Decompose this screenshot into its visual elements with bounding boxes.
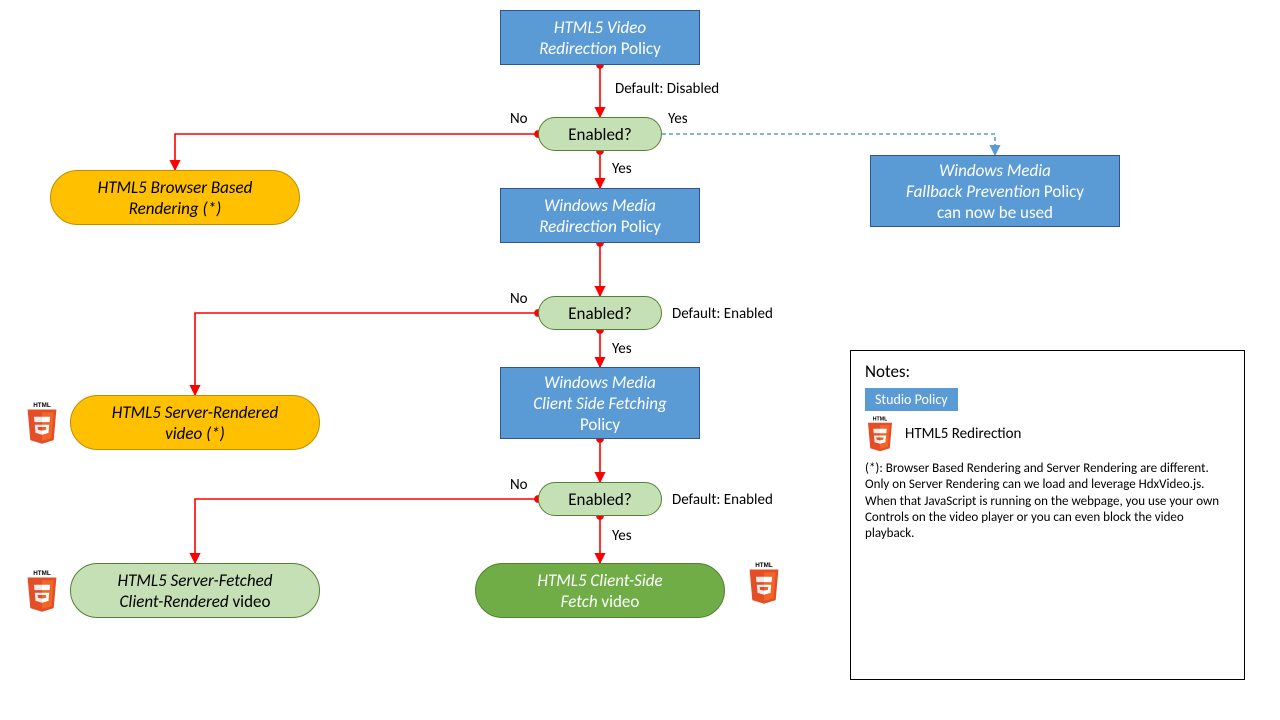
label-d3-no: No bbox=[510, 476, 528, 494]
decision-enabled-1: Enabled? bbox=[538, 117, 662, 151]
html5-icon: HTML bbox=[746, 560, 782, 606]
terminal-server-fetched-client-rendered: HTML5 Server-Fetched Client-Rendered vid… bbox=[70, 563, 320, 618]
label-d2-default: Default: Enabled bbox=[672, 305, 773, 323]
label-d1-yes-down: Yes bbox=[612, 160, 632, 178]
edge-d1-fb bbox=[662, 134, 995, 155]
html5-icon: HTML bbox=[24, 400, 60, 446]
svg-text:HTML: HTML bbox=[873, 417, 888, 423]
edge-d3-no bbox=[195, 499, 538, 563]
terminal-client-side-fetch: HTML5 Client-Side Fetch video bbox=[475, 563, 725, 618]
terminal-browser-based-rendering: HTML5 Browser Based Rendering (*) bbox=[50, 170, 300, 225]
notes-title: Notes: bbox=[865, 361, 910, 382]
label-d2-yes: Yes bbox=[612, 340, 632, 358]
terminal-server-rendered: HTML5 Server-Rendered video (*) bbox=[70, 395, 320, 450]
notes-legend-html5: HTML5 Redirection bbox=[905, 425, 1021, 443]
svg-text:HTML: HTML bbox=[33, 570, 51, 577]
label-default-disabled: Default: Disabled bbox=[615, 80, 719, 98]
label-d3-yes: Yes bbox=[612, 527, 632, 545]
label-d1-no: No bbox=[510, 110, 528, 128]
policy-fallback-prevention: Windows Media Fallback Prevention Policy… bbox=[870, 155, 1120, 227]
policy-html5-video-redirection: HTML5 Video Redirection Policy bbox=[500, 10, 700, 65]
svg-text:HTML: HTML bbox=[755, 562, 773, 569]
notes-box: Notes: Studio Policy HTML HTML5 Redirect… bbox=[850, 350, 1245, 680]
notes-legend-policy: Studio Policy bbox=[865, 388, 958, 411]
label-d3-default: Default: Enabled bbox=[672, 491, 773, 509]
html5-icon: HTML bbox=[865, 415, 895, 453]
label-d1-yes-right: Yes bbox=[668, 110, 688, 128]
policy-windows-media-redirection: Windows Media Redirection Policy bbox=[500, 188, 700, 243]
decision-enabled-2: Enabled? bbox=[538, 296, 662, 330]
decision-enabled-3: Enabled? bbox=[538, 482, 662, 516]
policy-windows-media-client-side-fetching: Windows Media Client Side Fetching Polic… bbox=[500, 367, 700, 439]
html5-icon: HTML bbox=[24, 568, 60, 614]
edge-d2-no bbox=[195, 313, 538, 395]
notes-body: (*): Browser Based Rendering and Server … bbox=[865, 461, 1230, 542]
label-d2-no: No bbox=[510, 290, 528, 308]
svg-text:HTML: HTML bbox=[33, 402, 51, 409]
edge-d1-no bbox=[175, 134, 538, 170]
